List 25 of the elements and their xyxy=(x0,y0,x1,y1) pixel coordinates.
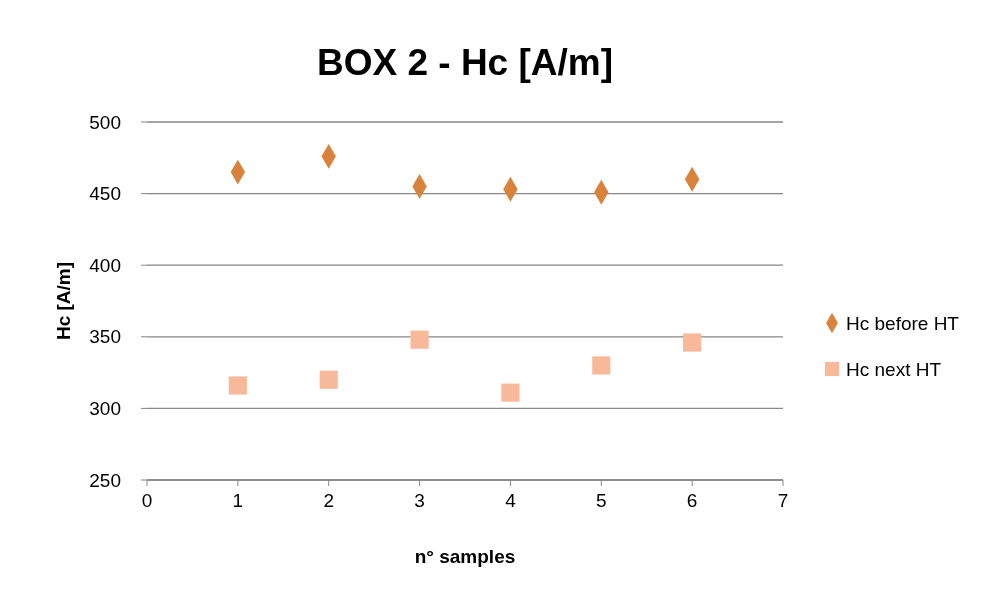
x-axis-title: n° samples xyxy=(414,546,516,567)
y-axis-title: Hc [A/m] xyxy=(53,261,74,341)
point xyxy=(501,383,520,402)
x-tick-label: 6 xyxy=(686,490,698,511)
legend-label: Hc before HT xyxy=(846,312,960,334)
y-tick-label: 500 xyxy=(89,111,121,133)
y-tick-label: 350 xyxy=(89,326,121,348)
y-tick-label: 250 xyxy=(89,469,121,491)
x-tick-label: 5 xyxy=(596,490,607,511)
point xyxy=(228,376,247,395)
point xyxy=(592,356,611,375)
x-tick-label: 2 xyxy=(323,490,334,511)
x-tick-label: 4 xyxy=(505,490,517,511)
point xyxy=(410,330,429,349)
x-tick-label: 3 xyxy=(414,490,425,511)
y-tick-label: 400 xyxy=(89,254,121,276)
point xyxy=(319,370,338,389)
legend-label: Hc next HT xyxy=(846,358,942,380)
y-tick-label: 450 xyxy=(89,183,121,205)
x-tick-label: 0 xyxy=(141,490,153,511)
x-tick-label: 7 xyxy=(777,490,789,511)
chart-title: BOX 2 - Hc [A/m] xyxy=(316,42,614,83)
x-tick-label: 1 xyxy=(232,490,244,511)
point xyxy=(683,333,702,352)
y-tick-label: 300 xyxy=(89,397,121,419)
